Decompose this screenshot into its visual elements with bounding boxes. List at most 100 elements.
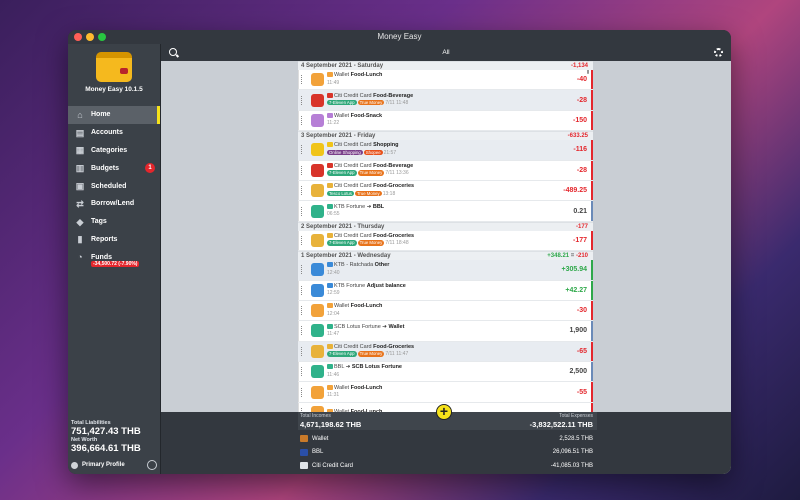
- drag-handle-icon[interactable]: [301, 75, 304, 85]
- gear-icon[interactable]: [714, 48, 723, 57]
- sidebar-item-reports[interactable]: ▮ Reports: [68, 231, 160, 249]
- date-label: 1 September 2021 - Wednesday: [301, 253, 391, 260]
- transaction-meta: Tesco Lotus True Money 13:18: [327, 190, 593, 199]
- transaction-meta: 12:04: [327, 311, 593, 318]
- drag-handle-icon[interactable]: [301, 346, 304, 356]
- amount-type-indicator: [591, 260, 593, 280]
- account-name: Wallet: [334, 408, 350, 413]
- category-name: Food-Beverage: [373, 92, 414, 99]
- sidebar-nav: ⌂ Home ▤ Accounts ▦ Categories ▥ Budgets 1 ▣ Sched…: [68, 106, 160, 268]
- drag-handle-icon[interactable]: [301, 387, 304, 397]
- amount-type-indicator: [591, 110, 593, 131]
- window-controls: [74, 33, 106, 41]
- transaction-row[interactable]: Citi Credit Card Food-Beverage 7-Eleven A…: [298, 90, 593, 111]
- sidebar-item-categories[interactable]: ▦ Categories: [68, 142, 160, 160]
- drag-handle-icon[interactable]: [301, 145, 304, 155]
- transaction-row[interactable]: SCB Lotus Fortune ➔ Wallet 11:47 1,900: [298, 321, 593, 342]
- account-balance-row[interactable]: Citi Credit Card -41,085.03 THB: [298, 459, 597, 472]
- transaction-line: Citi Credit Card Food-Groceries: [327, 183, 593, 190]
- drag-handle-icon[interactable]: [301, 165, 304, 175]
- transaction-row[interactable]: BBL ➔ SCB Lotus Fortune 11:46 2,500: [298, 362, 593, 383]
- category-name: Other: [374, 262, 390, 269]
- transaction-amount: -65: [576, 347, 587, 355]
- sidebar-item-borrow-lend[interactable]: ⇄ Borrow/Lend: [68, 195, 160, 213]
- category-name: Food-Groceries: [373, 343, 415, 350]
- transaction-row[interactable]: Wallet Food-Snack 11:22 -150: [298, 110, 593, 132]
- sidebar-item-tags[interactable]: ◆ Tags: [68, 213, 160, 231]
- transaction-details: Citi Credit Card Food-Beverage 7-Eleven A…: [327, 163, 593, 178]
- drag-handle-icon[interactable]: [301, 285, 304, 295]
- add-transaction-button[interactable]: +: [436, 404, 452, 420]
- drag-handle-icon[interactable]: [301, 206, 304, 216]
- category-name: BBL: [372, 203, 385, 210]
- transaction-row[interactable]: KTB Fortune Adjust balance 12:59 +42.27: [298, 280, 593, 301]
- account-icon: [327, 92, 333, 98]
- transaction-details: Citi Credit Card Food-Groceries Tesco Lot…: [327, 183, 593, 198]
- tag-badge: 7-Eleven App: [327, 351, 357, 357]
- transaction-row[interactable]: Citi Credit Card Food-Groceries 7-Eleven …: [298, 230, 593, 252]
- drag-handle-icon[interactable]: [301, 95, 304, 105]
- amount-type-indicator: [591, 230, 593, 251]
- transaction-row[interactable]: Wallet Food-Lunch 11:31 -55: [298, 382, 593, 403]
- transaction-details: KTB - Ratchada Other 12:40: [327, 262, 593, 277]
- drag-handle-icon[interactable]: [301, 326, 304, 336]
- transaction-list[interactable]: 4 September 2021 - Saturday -1,134 Wallet …: [298, 61, 593, 413]
- drag-handle-icon[interactable]: [301, 265, 304, 275]
- sidebar-item-home[interactable]: ⌂ Home: [68, 106, 160, 124]
- category-name: SCB Lotus Fortune: [351, 364, 402, 371]
- day-total: -1,134: [571, 62, 588, 71]
- drag-handle-icon[interactable]: [301, 235, 304, 245]
- transaction-row[interactable]: Wallet Food-Lunch: [298, 402, 593, 413]
- close-window-button[interactable]: [74, 33, 82, 41]
- account-balance-row[interactable]: Wallet 2,528.5 THB: [298, 432, 597, 445]
- transaction-row[interactable]: Citi Credit Card Food-Beverage 7-Eleven A…: [298, 160, 593, 181]
- day-total: +348.21 = -210: [547, 252, 588, 261]
- transaction-line: Citi Credit Card Food-Beverage: [327, 163, 593, 170]
- app-window: Money Easy Money Easy 10.1.5 ⌂ Home ▤ Accou…: [68, 30, 731, 474]
- sidebar-item-budgets[interactable]: ▥ Budgets 1: [68, 159, 160, 177]
- account-name: KTB Fortune: [334, 282, 366, 289]
- budget-alert-badge: 1: [145, 163, 155, 174]
- sidebar-item-accounts[interactable]: ▤ Accounts: [68, 124, 160, 142]
- transaction-row[interactable]: Citi Credit Card Food-Groceries Tesco Lot…: [298, 180, 593, 202]
- transaction-row[interactable]: Wallet Food-Lunch 12:04 -30: [298, 300, 593, 322]
- drag-handle-icon[interactable]: [301, 306, 304, 316]
- date-label: 4 September 2021 - Saturday: [301, 63, 384, 69]
- tag-badge: 7-Eleven App: [327, 99, 357, 106]
- drag-handle-icon[interactable]: [301, 186, 304, 196]
- profile-settings-gear-icon[interactable]: [147, 460, 157, 470]
- category-icon: [311, 385, 324, 399]
- transaction-time: 11:31: [327, 392, 340, 399]
- title-bar: Money Easy: [68, 30, 731, 44]
- transaction-amount: -28: [576, 96, 587, 104]
- window-title: Money Easy: [377, 32, 422, 41]
- transaction-row[interactable]: KTB Fortune ➔ BBL 06:55 0.21: [298, 201, 593, 222]
- drag-handle-icon[interactable]: [301, 367, 304, 377]
- transaction-line: Wallet Food-Lunch: [327, 72, 593, 79]
- search-icon[interactable]: [169, 48, 177, 56]
- scheduled-icon: ▣: [75, 181, 85, 192]
- transaction-meta: 12:59: [327, 290, 593, 297]
- transaction-meta: 7-Eleven App True Money 7/11 11:47: [327, 351, 593, 359]
- category-name: Adjust balance: [366, 282, 406, 289]
- zoom-window-button[interactable]: [98, 33, 106, 41]
- amount-type-indicator: [591, 300, 593, 321]
- sidebar-item-scheduled[interactable]: ▣ Scheduled: [68, 177, 160, 195]
- drag-handle-icon[interactable]: [301, 115, 304, 125]
- transaction-row[interactable]: Wallet Food-Lunch 11:49 -40: [298, 70, 593, 91]
- transaction-row[interactable]: Citi Credit Card Food-Groceries 7-Eleven …: [298, 341, 593, 363]
- transaction-row[interactable]: KTB - Ratchada Other 12:40 +305.94: [298, 260, 593, 281]
- filter-title[interactable]: All: [442, 49, 450, 56]
- transaction-line: KTB Fortune ➔ BBL: [327, 204, 593, 211]
- drag-handle-icon[interactable]: [301, 408, 304, 413]
- account-balance-row[interactable]: BBL 26,096.51 THB: [298, 446, 597, 459]
- transfer-arrow-icon: ➔: [365, 203, 373, 210]
- account-name: SCB Lotus Fortune: [334, 323, 381, 330]
- minimize-window-button[interactable]: [86, 33, 94, 41]
- profile-selector[interactable]: Primary Profile: [71, 460, 157, 470]
- transaction-time: 11:22: [327, 120, 340, 127]
- transaction-row[interactable]: Citi Credit Card Shopping Online Shopping…: [298, 140, 593, 161]
- transaction-time: 11:46: [327, 371, 340, 378]
- transaction-amount: 0.21: [573, 207, 587, 215]
- sidebar-item-funds[interactable]: ◔ Funds -34,500.72 (-7.90%): [68, 248, 160, 268]
